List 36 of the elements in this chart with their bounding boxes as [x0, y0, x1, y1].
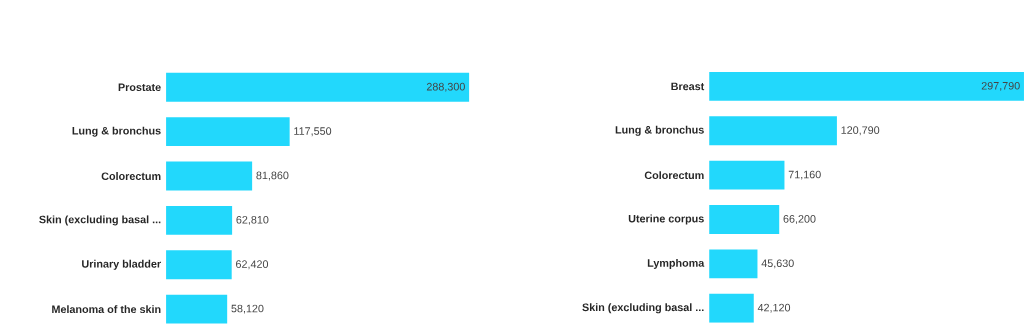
data-label: 62,810: [236, 215, 269, 225]
bar: [709, 204, 780, 234]
bar: [166, 205, 233, 235]
bar: [709, 293, 754, 323]
y-tick-label: Melanoma of the skin: [52, 305, 161, 313]
y-tick-label: Breast: [671, 82, 705, 90]
bar: [166, 72, 470, 102]
data-label: 58,120: [231, 304, 264, 314]
y-tick-label: Urinary bladder: [82, 259, 161, 270]
bar: [709, 71, 1024, 101]
data-label: 71,160: [788, 170, 821, 180]
y-tick-label: Skin (excluding basal ...: [39, 215, 161, 226]
data-label: 62,420: [236, 260, 269, 270]
y-tick-label: Lymphoma: [647, 258, 705, 269]
bar: [709, 160, 785, 190]
bar: [166, 117, 290, 146]
bar: [709, 116, 837, 146]
bar: [166, 250, 232, 280]
data-label: 66,200: [783, 214, 816, 224]
y-tick-label: Uterine corpus: [628, 214, 704, 225]
data-label: 117,550: [294, 127, 332, 136]
data-label: 81,860: [256, 171, 289, 181]
y-tick-label: Prostate: [118, 83, 161, 91]
data-label: 45,630: [761, 259, 794, 269]
data-label: 288,300: [426, 82, 465, 92]
bar: [166, 161, 253, 191]
y-tick-label: Colorectum: [101, 171, 161, 180]
y-tick-label: Skin (excluding basal ...: [582, 303, 704, 314]
data-label: 297,790: [981, 81, 1020, 91]
bar: [166, 294, 228, 324]
y-tick-label: Colorectum: [644, 171, 704, 179]
y-tick-label: Lung & bronchus: [72, 126, 161, 137]
bar: [709, 249, 758, 279]
y-tick-label: Lung & bronchus: [615, 125, 704, 136]
data-label: 42,120: [757, 303, 791, 313]
data-label: 120,790: [841, 126, 880, 136]
